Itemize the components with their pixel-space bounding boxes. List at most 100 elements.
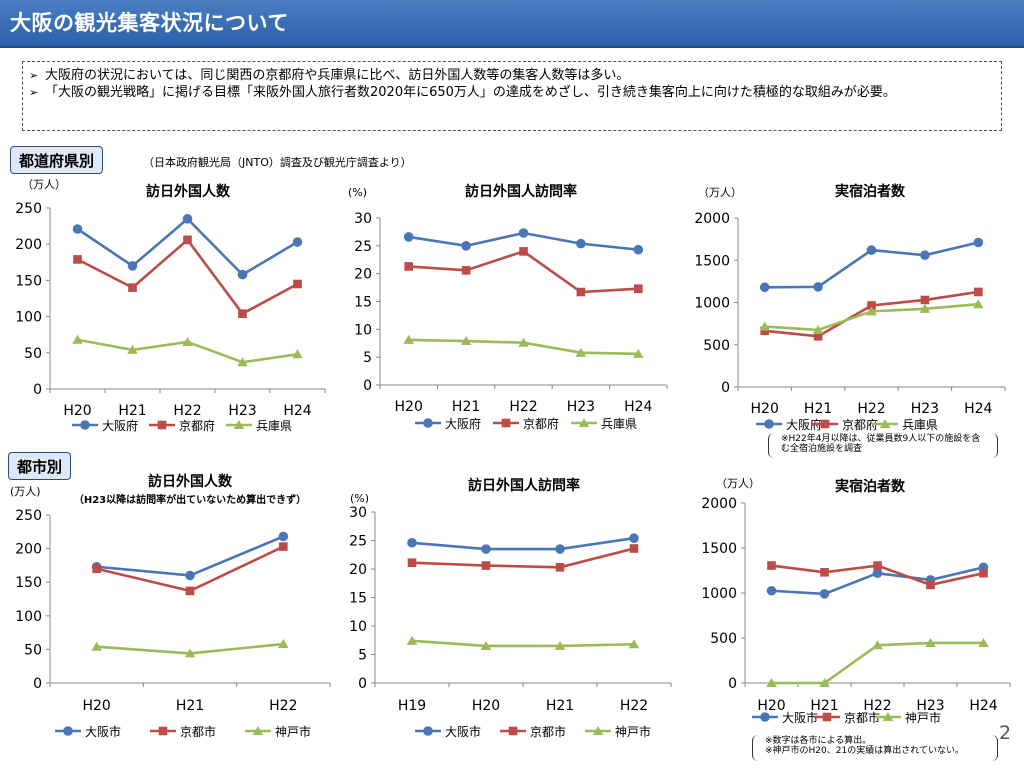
series-3 [759, 299, 984, 334]
data-point [293, 279, 302, 289]
data-point [407, 537, 417, 548]
x-tick-label: H24 [969, 698, 997, 714]
data-point [592, 726, 604, 735]
chart-city-visitors: 訪日外国人数 （H23以降は訪問率が出ていないため算出できず） (万人) 0 50 100… [10, 473, 331, 739]
legend-item: 大阪市 [752, 710, 818, 725]
y-tick-label: 0 [721, 380, 730, 396]
y-axis-unit: （万人） [22, 178, 66, 191]
y-tick-label: 15 [349, 591, 367, 607]
data-point [80, 420, 90, 430]
y-tick-label: 100 [15, 310, 42, 326]
x-tick-label: H19 [398, 698, 426, 714]
legend-item: 大阪府 [415, 416, 481, 431]
data-point [127, 261, 138, 271]
data-point [72, 224, 83, 234]
series-3 [406, 635, 640, 650]
legend-item: 京都市 [150, 724, 216, 739]
data-point [633, 244, 644, 255]
chart-city-visit-rate: 訪日外国人訪問率 (%) 0 5 10 15 20 25 30 H19 H20 H21 H22 大阪市 京都… [349, 477, 672, 739]
data-point [882, 712, 894, 721]
series-2 [92, 542, 288, 596]
data-point [629, 544, 639, 553]
y-tick-label: 500 [703, 338, 730, 354]
data-point [184, 648, 196, 658]
data-point [128, 283, 137, 292]
data-point [578, 418, 590, 427]
x-tick-label: H24 [964, 401, 992, 417]
data-point [973, 237, 984, 248]
data-point [872, 568, 883, 578]
data-point [822, 712, 832, 722]
y-tick-label: 2000 [694, 211, 730, 227]
x-tick-label: H22 [269, 698, 297, 714]
series-2 [407, 544, 639, 572]
x-tick-label: H24 [283, 403, 311, 419]
legend-item: 兵庫県 [571, 417, 637, 431]
y-tick-label: 250 [15, 201, 42, 217]
data-point [926, 580, 935, 590]
y-tick-label: 0 [363, 378, 372, 394]
y-tick-label: 200 [15, 237, 42, 253]
legend-label: 神戸市 [615, 724, 651, 739]
series-1 [91, 531, 289, 581]
y-tick-label: 25 [354, 239, 372, 255]
chart-city-lodging: 実宿泊者数 （万人） 0 500 1000 1500 2000 H20 H21 H22 H23 H24… [701, 477, 1011, 725]
y-tick-label: 30 [354, 211, 372, 227]
y-tick-label: 5 [363, 350, 372, 366]
x-tick-label: H21 [452, 399, 480, 415]
legend-item: 京都府 [493, 416, 559, 431]
data-point [508, 726, 518, 736]
chart-title: 実宿泊者数 [835, 478, 906, 495]
data-point [518, 228, 529, 238]
series-line [411, 536, 635, 551]
x-tick-label: H21 [804, 401, 832, 417]
y-tick-label: 50 [24, 642, 42, 658]
data-point [92, 564, 101, 574]
legend-label: 神戸市 [905, 710, 941, 725]
x-tick-label: H23 [911, 401, 939, 417]
chart-pref-visitors: 訪日外国人数 （万人） 0 50 100 150 200 250 H20 H21 H22 H23 H24… [15, 178, 326, 433]
y-tick-label: 1500 [701, 541, 737, 557]
data-point [759, 282, 770, 293]
data-point [404, 262, 413, 271]
legend-label: 大阪市 [782, 710, 818, 725]
series-2 [404, 247, 643, 297]
legend-item: 大阪府 [72, 418, 138, 433]
chart-title: 実宿泊者数 [835, 183, 906, 200]
data-point [406, 635, 418, 645]
chart-title: 訪日外国人数 [148, 473, 233, 490]
note-city-lodging: ※数字は各市による算出。 ※神戸市のH20、21の実績は算出されていない。 [752, 735, 998, 761]
legend-label: 兵庫県 [601, 417, 637, 431]
x-tick-label: H20 [472, 698, 500, 714]
data-point [820, 419, 830, 429]
section-label-city: 都市別 [8, 452, 72, 480]
legend-item: 神戸市 [585, 724, 651, 739]
data-point [423, 726, 433, 736]
series-3 [766, 637, 989, 687]
y-tick-label: 10 [349, 619, 367, 635]
y-tick-label: 50 [24, 346, 42, 362]
series-2 [767, 561, 988, 590]
y-tick-label: 30 [349, 505, 367, 521]
y-tick-label: 1000 [694, 296, 730, 312]
legend-item: 京都市 [814, 710, 880, 725]
arrow-bullet-icon: ➢ [29, 69, 39, 82]
summary-text: 「大阪の観光戦略」に掲げる目標「来阪外国人旅行者数2020年に650万人」の達成… [45, 85, 896, 100]
x-tick-label: H22 [173, 403, 201, 419]
x-tick-label: H20 [757, 698, 785, 714]
data-point [481, 544, 491, 554]
y-axis-unit: (%) [348, 186, 367, 199]
y-tick-label: 25 [349, 534, 367, 550]
legend-item: 大阪市 [415, 724, 481, 739]
y-tick-label: 200 [15, 542, 42, 558]
data-point [919, 303, 931, 313]
chart-pref-lodging: 実宿泊者数 （万人） 0 500 1000 1500 2000 H20 H21 H22 H23 H24… [694, 183, 1006, 432]
data-point [461, 266, 471, 275]
data-point [628, 639, 640, 649]
data-point [158, 726, 168, 736]
legend-label: 京都府 [842, 417, 878, 432]
data-point [72, 334, 83, 344]
legend-label: 神戸市 [275, 724, 311, 739]
data-point [73, 255, 82, 264]
data-point [238, 309, 247, 319]
